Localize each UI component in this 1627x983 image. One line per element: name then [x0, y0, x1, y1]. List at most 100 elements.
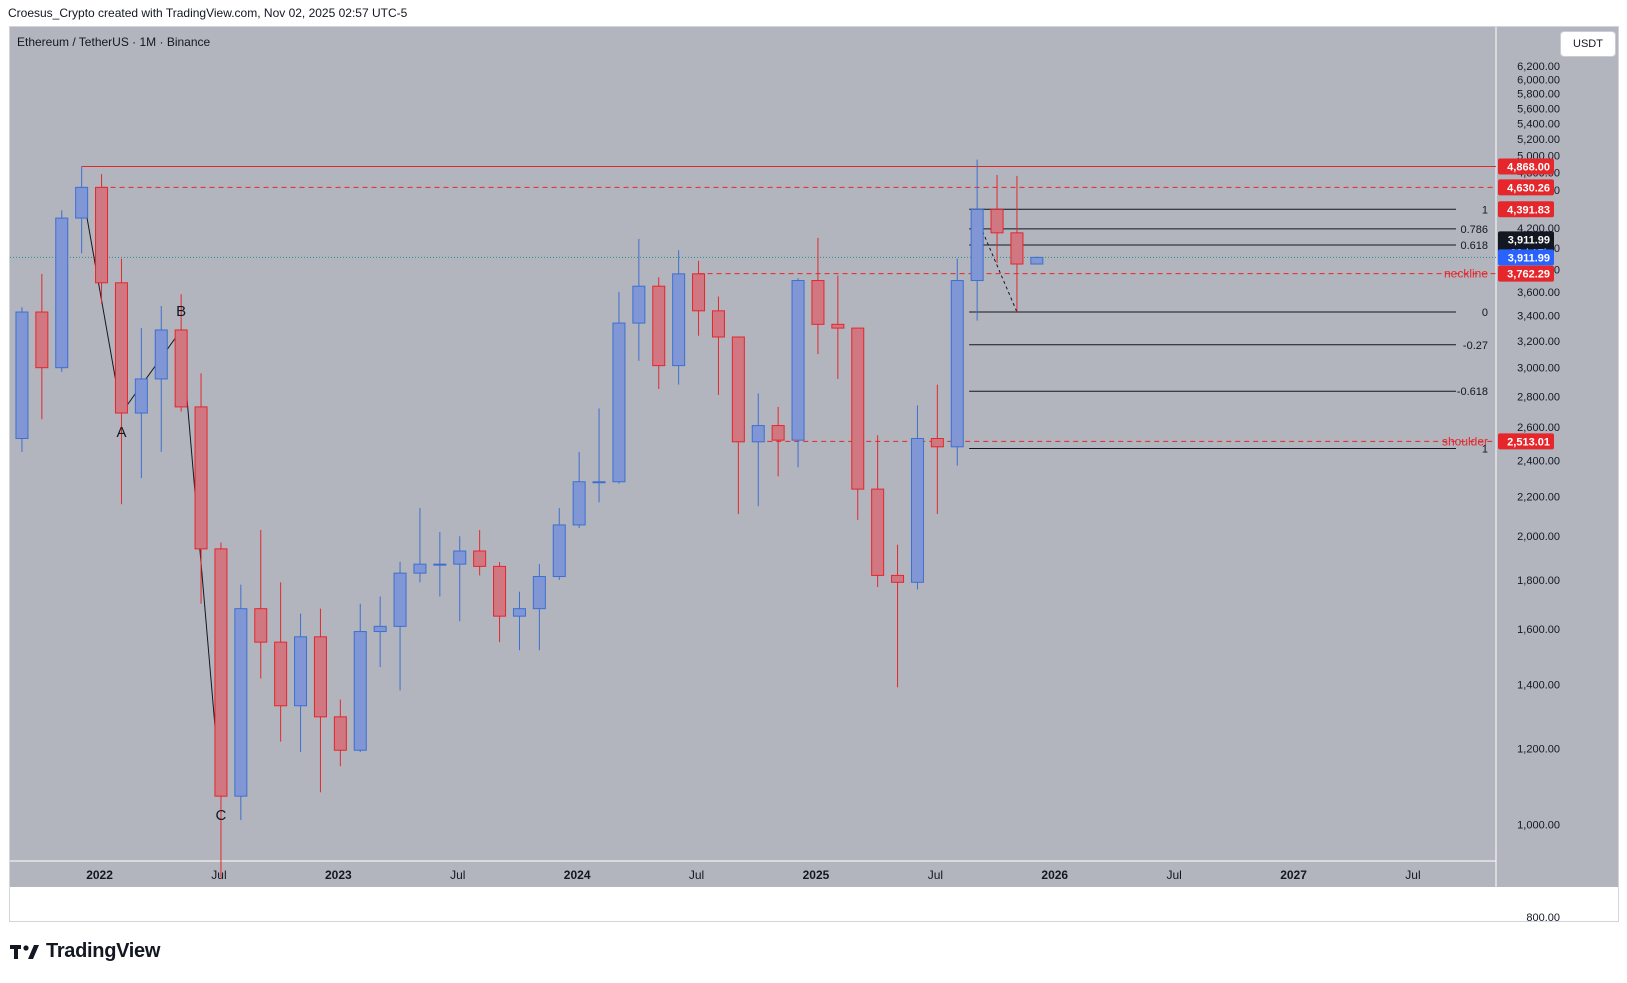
- candle-49[interactable]: [990, 174, 1004, 263]
- candle-19[interactable]: [393, 561, 407, 691]
- candle-42[interactable]: [851, 327, 865, 520]
- candle-14[interactable]: [294, 613, 308, 752]
- candle-body-36: [731, 336, 745, 443]
- candle-7[interactable]: [154, 306, 168, 452]
- level-price-tag-2: 3,762.29: [1498, 265, 1554, 282]
- current-price-chip-text: 3,911.99: [1508, 252, 1550, 264]
- candle-20[interactable]: [413, 508, 427, 583]
- candle-8[interactable]: [174, 294, 188, 412]
- level-price-tag-0-text: 4,868.00: [1507, 162, 1550, 174]
- candle-17[interactable]: [353, 603, 367, 752]
- candle-6[interactable]: [134, 328, 148, 479]
- fib-price-tag-text: 4,391.83: [1507, 204, 1550, 216]
- level-price-tag-2-bg: [1498, 265, 1554, 282]
- price-tick-23: 5,600.00: [1517, 103, 1560, 115]
- candle-39[interactable]: [791, 278, 805, 468]
- candle-27[interactable]: [552, 508, 566, 580]
- candle-body-14: [294, 636, 308, 707]
- candle-body-9: [194, 406, 208, 550]
- candle-5[interactable]: [114, 258, 128, 505]
- candle-body-39: [791, 280, 805, 441]
- tradingview-footer: TradingView: [10, 940, 160, 963]
- candle-body-22: [453, 550, 467, 565]
- candle-33[interactable]: [672, 250, 686, 385]
- candle-body-40: [811, 280, 825, 325]
- candle-35[interactable]: [711, 296, 725, 395]
- time-label-3: Jul: [450, 868, 465, 882]
- candle-44[interactable]: [891, 544, 905, 688]
- candle-46[interactable]: [930, 384, 944, 514]
- wave-label-C: C: [216, 807, 227, 824]
- candle-48[interactable]: [970, 159, 984, 321]
- candle-18[interactable]: [373, 596, 387, 668]
- candle-3[interactable]: [75, 166, 89, 254]
- candle-body-1: [35, 311, 49, 369]
- fib-ratio-label-1: 0.786: [1460, 224, 1488, 236]
- candle-40[interactable]: [811, 237, 825, 355]
- candle-21[interactable]: [433, 532, 447, 597]
- candle-30[interactable]: [612, 291, 626, 484]
- countdown-tag-price: 3,911.99: [1508, 234, 1550, 246]
- candle-32[interactable]: [652, 277, 666, 390]
- candle-41[interactable]: [831, 275, 845, 379]
- price-tick-22: 5,400.00: [1517, 118, 1560, 130]
- candle-34[interactable]: [692, 260, 706, 336]
- candle-36[interactable]: [731, 336, 745, 514]
- candle-2[interactable]: [55, 210, 69, 372]
- candle-51[interactable]: [1030, 256, 1044, 265]
- candle-13[interactable]: [274, 582, 288, 742]
- price-chart[interactable]: neckline shoulder 1 0.786 0.618 0 -0.27 -0.618…: [10, 27, 1618, 921]
- chart-frame: [9, 26, 1619, 922]
- time-axis[interactable]: [10, 861, 1496, 887]
- candle-22[interactable]: [453, 536, 467, 622]
- candle-31[interactable]: [632, 238, 646, 361]
- candle-50[interactable]: [1010, 175, 1024, 313]
- candle-body-28: [572, 481, 586, 526]
- level-text-shoulder: shoulder: [1442, 434, 1488, 448]
- level-price-tag-3-bg: [1498, 433, 1554, 450]
- level-price-tag-0: 4,868.00: [1498, 158, 1554, 175]
- candle-12[interactable]: [254, 530, 268, 679]
- fib-ratio-label-6: 1: [1482, 443, 1488, 455]
- level-text-neckline: neckline: [1444, 267, 1488, 281]
- candle-4[interactable]: [95, 174, 109, 304]
- candle-body-49: [990, 208, 1004, 234]
- price-tick-25: 6,000.00: [1517, 75, 1560, 87]
- candle-28[interactable]: [572, 451, 586, 528]
- candle-16[interactable]: [333, 699, 347, 767]
- level-price-tag-1-text: 4,630.26: [1507, 182, 1550, 194]
- currency-unit-button[interactable]: USDT: [1560, 31, 1616, 57]
- candle-24[interactable]: [493, 561, 507, 643]
- time-label-7: Jul: [928, 868, 943, 882]
- candle-23[interactable]: [473, 530, 487, 576]
- candle-11[interactable]: [234, 584, 248, 821]
- candle-body-33: [672, 273, 686, 367]
- price-tick-11: 3,000.00: [1517, 363, 1560, 375]
- candle-26[interactable]: [532, 564, 546, 651]
- candle-15[interactable]: [313, 608, 327, 793]
- candle-body-30: [612, 322, 626, 483]
- candle-25[interactable]: [512, 591, 526, 651]
- candle-1[interactable]: [35, 273, 49, 420]
- candle-29[interactable]: [592, 408, 606, 503]
- candle-37[interactable]: [751, 393, 765, 507]
- time-label-1: Jul: [211, 868, 226, 882]
- candle-47[interactable]: [950, 258, 964, 466]
- time-label-0: 2022: [86, 868, 113, 882]
- price-tick-14: 3,600.00: [1517, 287, 1560, 299]
- candle-38[interactable]: [771, 406, 785, 477]
- candle-9[interactable]: [194, 373, 208, 604]
- candle-body-4: [95, 186, 109, 284]
- level-price-tag-1: 4,630.26: [1498, 179, 1554, 196]
- candle-body-27: [552, 524, 566, 578]
- candle-10[interactable]: [214, 542, 228, 878]
- time-label-4: 2024: [564, 868, 591, 882]
- candle-45[interactable]: [910, 405, 924, 590]
- candle-body-24: [493, 565, 507, 617]
- candle-43[interactable]: [871, 435, 885, 587]
- candle-0[interactable]: [15, 307, 29, 452]
- candle-body-2: [55, 217, 69, 369]
- candle-body-3: [75, 186, 89, 219]
- symbol-title[interactable]: Ethereum / TetherUS · 1M · Binance: [17, 35, 211, 49]
- level-price-tag-3-text: 2,513.01: [1507, 436, 1550, 448]
